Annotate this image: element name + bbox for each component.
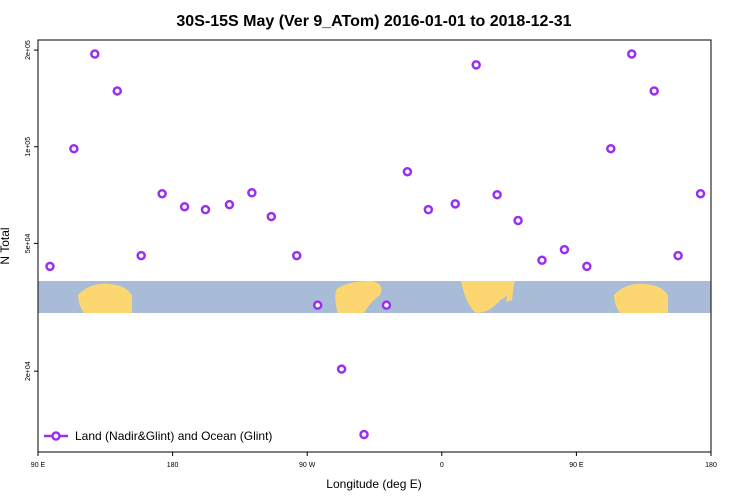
point [471, 60, 481, 70]
point [582, 261, 592, 272]
point [136, 250, 146, 261]
y-axis-label: N Total [0, 227, 12, 264]
point [224, 199, 235, 210]
x-axis-label: Longitude (deg E) [326, 477, 421, 491]
x-tick-label: 180 [167, 462, 179, 469]
point [537, 255, 547, 266]
x-tick-label: 0 [440, 462, 444, 469]
y-tick-label: 2e+05 [25, 40, 32, 60]
x-tick-label: 90 E [569, 462, 584, 469]
point [312, 300, 323, 310]
point [450, 199, 461, 209]
point [492, 189, 502, 200]
point [423, 204, 434, 215]
point [695, 188, 706, 199]
x-tick-label: 180 [705, 462, 717, 469]
point [200, 204, 211, 215]
y-tick-label: 2e+04 [25, 361, 32, 381]
point [606, 143, 616, 154]
point [673, 250, 683, 261]
x-tick-label: 90 W [299, 462, 316, 469]
point [266, 211, 277, 222]
x-tick-label: 90 E [31, 462, 46, 469]
point [112, 86, 123, 96]
point [90, 49, 100, 59]
point [157, 188, 167, 199]
point [336, 364, 347, 374]
point [649, 86, 659, 96]
point [381, 300, 392, 310]
point [291, 250, 302, 261]
point [69, 143, 79, 154]
point [559, 244, 570, 255]
legend-marker [51, 431, 61, 441]
legend-label: Land (Nadir&Glint) and Ocean (Glint) [75, 429, 272, 443]
point [359, 429, 369, 440]
chart-title: 30S-15S May (Ver 9_ATom) 2016-01-01 to 2… [176, 13, 571, 30]
y-tick-label: 5e+04 [25, 233, 32, 253]
point [45, 261, 55, 272]
y-tick-label: 1e+05 [25, 137, 32, 157]
map-band [38, 281, 711, 313]
point [402, 166, 413, 177]
point [513, 215, 523, 226]
point [247, 187, 257, 198]
point [179, 202, 190, 212]
point [626, 49, 637, 59]
plot-frame [37, 39, 712, 453]
